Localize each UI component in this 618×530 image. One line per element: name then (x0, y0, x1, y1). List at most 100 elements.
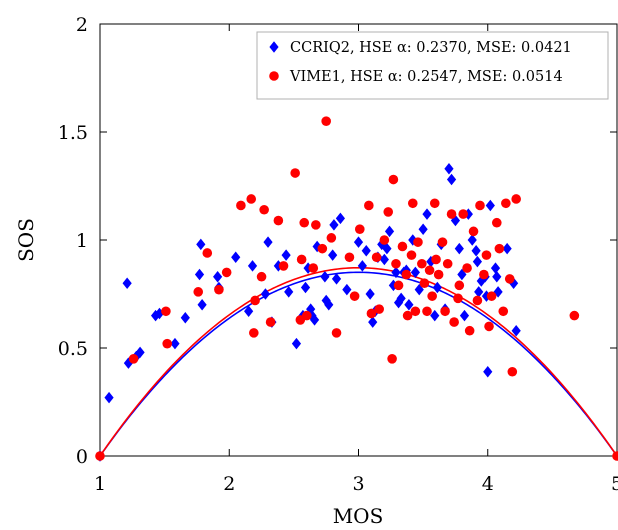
circle-point (311, 220, 321, 230)
diamond-point (263, 236, 273, 248)
y-tick-label: 1.5 (58, 122, 88, 144)
diamond-point (309, 314, 320, 326)
diamond-point (382, 242, 392, 255)
legend-box (256, 31, 609, 100)
diamond-point (471, 245, 481, 257)
circle-point (507, 366, 518, 377)
circle-point (498, 306, 509, 317)
circle-point (453, 293, 463, 304)
circle-point (321, 116, 331, 126)
diamond-point (281, 249, 291, 261)
circle-point (446, 209, 457, 219)
circle-point (388, 174, 399, 185)
diamond-point (260, 288, 271, 300)
diamond-point (194, 268, 205, 281)
circle-point (354, 224, 365, 234)
circle-point (371, 252, 382, 263)
diamond-point (454, 242, 464, 255)
circle-point (433, 269, 444, 280)
circle-point (299, 217, 310, 228)
diamond-point (284, 286, 294, 298)
fit-curve (99, 266, 618, 457)
diamond-point (418, 223, 428, 235)
circle-point (454, 280, 465, 291)
circle-point (472, 295, 483, 306)
circle-point (429, 198, 440, 209)
diamond-point (135, 346, 145, 359)
x-tick-label: 2 (223, 473, 235, 495)
y-tick-label: 2 (76, 14, 88, 36)
circle-point (612, 451, 618, 461)
circle-point (128, 354, 139, 364)
diamond-point (300, 281, 311, 294)
diamond-point (474, 286, 484, 298)
diamond-point (492, 270, 502, 283)
diamond-point (408, 234, 418, 246)
x-axis: 1 2 3 4 5 (94, 24, 618, 495)
diamond-point (196, 238, 206, 251)
circle-point (481, 250, 492, 260)
circle-point (397, 241, 408, 252)
diamond-point (446, 173, 457, 186)
circle-point (479, 269, 489, 280)
circle-point (486, 291, 497, 301)
circle-point (331, 328, 342, 338)
circle-point (437, 237, 448, 247)
diamond-point (410, 266, 420, 279)
circle-point (236, 200, 246, 211)
circle-point (202, 248, 213, 258)
circle-point (308, 263, 319, 273)
circle-point (162, 338, 173, 349)
circle-point (464, 325, 475, 336)
diamond-point (404, 299, 414, 311)
diamond-point (422, 208, 432, 220)
circle-point (431, 254, 441, 265)
circle-point (249, 328, 259, 338)
circle-point (302, 310, 312, 321)
diamond-point (368, 316, 378, 328)
circle-point (296, 254, 307, 265)
circle-point (366, 308, 377, 319)
legend-circle-marker (269, 71, 279, 81)
circle-point (364, 200, 374, 211)
diamond-point (365, 288, 375, 300)
diamond-point (247, 260, 258, 272)
diamond-point (502, 242, 512, 255)
diamond-point (328, 249, 338, 261)
circle-point (214, 284, 224, 295)
diamond-point (467, 234, 477, 246)
fit-curves (99, 266, 618, 457)
diamond-point (353, 236, 364, 248)
circle-point (401, 269, 412, 280)
circle-point (417, 258, 427, 269)
circle-point (422, 306, 432, 317)
circle-point (221, 267, 232, 278)
diamond-point (361, 245, 371, 257)
circle-point (458, 209, 468, 219)
circle-point (326, 233, 337, 243)
circle-point (462, 263, 472, 273)
circle-point (374, 304, 384, 314)
circle-point (393, 280, 404, 291)
diamond-point (481, 290, 492, 302)
diamond-point (432, 281, 442, 294)
circle-point (468, 226, 479, 237)
diamond-point (430, 309, 440, 322)
circle-point (273, 215, 284, 226)
diamond-point (396, 292, 406, 305)
circle-point (246, 194, 257, 204)
legend-label: CCRIQ2, HSE α: 0.2370, MSE: 0.0421 (290, 40, 572, 56)
legend-label: VIME1, HSE α: 0.2547, MSE: 0.0514 (289, 69, 563, 85)
diamond-point (331, 273, 342, 285)
diamond-point (384, 225, 395, 238)
circle-point (419, 278, 430, 289)
fit-curve (99, 271, 618, 457)
diamond-point (335, 212, 346, 225)
circle-point (407, 198, 418, 209)
circle-point (511, 194, 521, 204)
y-tick-label: 0.5 (58, 338, 88, 360)
data-points (95, 116, 618, 462)
x-tick-label: 4 (482, 473, 494, 495)
circle-point (484, 321, 494, 332)
